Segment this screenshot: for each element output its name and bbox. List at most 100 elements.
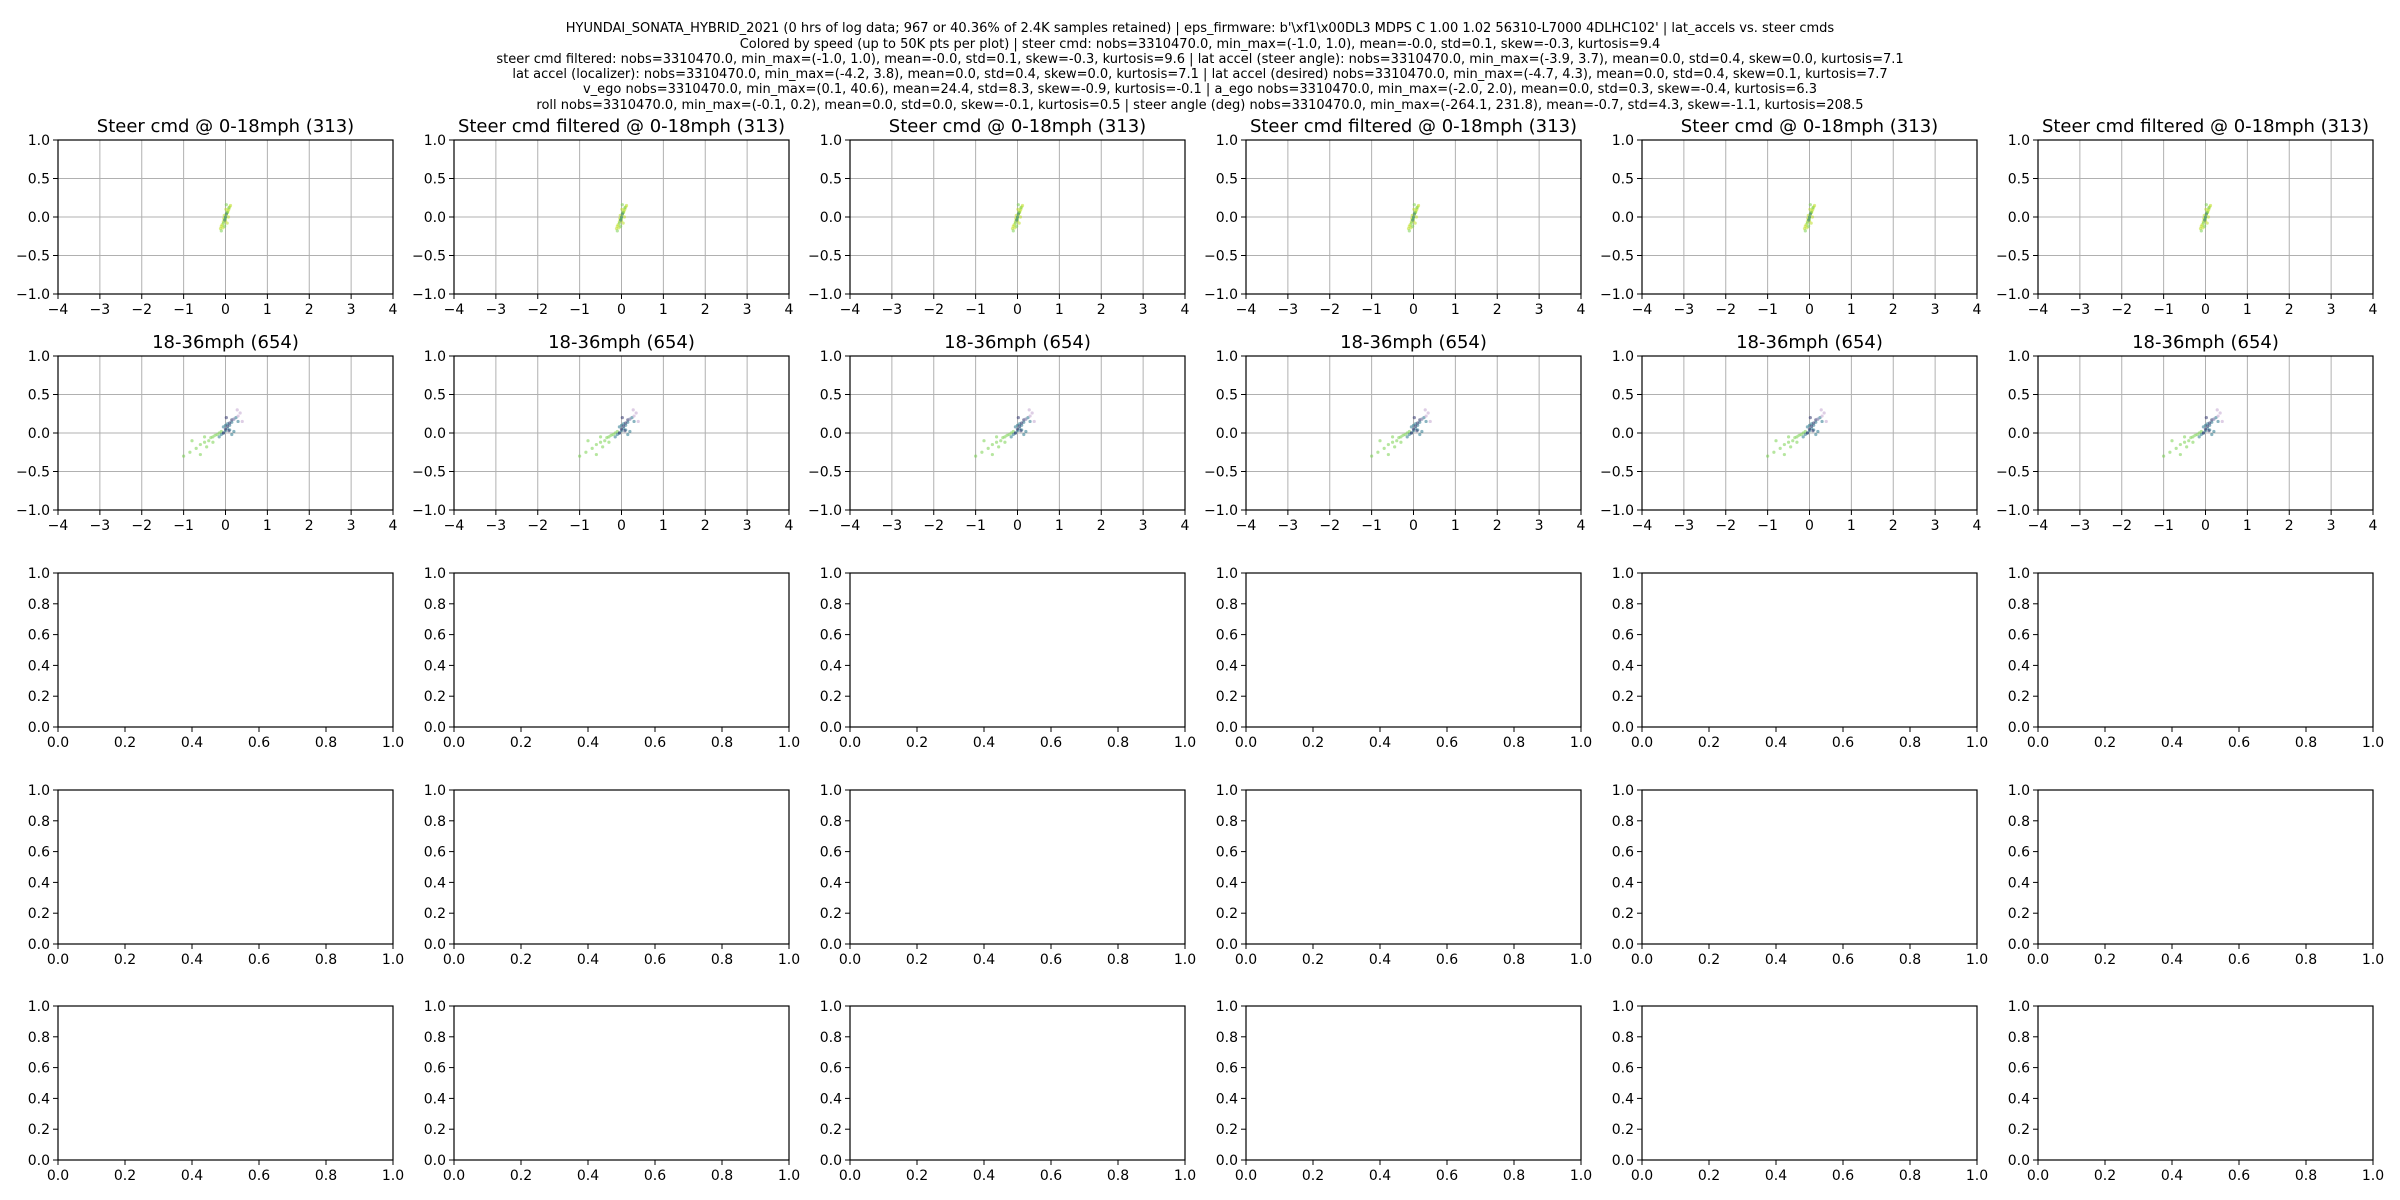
- scatter-point: [232, 429, 236, 434]
- x-tick-label: 3: [347, 518, 356, 534]
- x-tick-label: 4: [1181, 518, 1190, 534]
- scatter-point: [2187, 439, 2191, 443]
- scatter-point: [1824, 419, 1828, 424]
- y-tick-label: 1.0: [1216, 133, 1238, 149]
- y-tick-label: 0.5: [424, 388, 446, 404]
- y-tick-label: −1.0: [16, 287, 50, 303]
- scatter-point: [990, 442, 994, 447]
- scatter-point: [626, 432, 630, 437]
- y-tick-label: 0.6: [424, 845, 446, 861]
- scatter-point: [1414, 215, 1419, 219]
- y-tick-label: −1.0: [412, 287, 446, 303]
- scatter-point: [227, 206, 231, 210]
- scatter-point: [223, 218, 227, 222]
- y-tick-label: 0.2: [2008, 1122, 2030, 1138]
- scatter-point: [1808, 203, 1812, 207]
- y-tick-label: 0.2: [1216, 906, 1238, 922]
- scatter-point: [1411, 224, 1415, 228]
- axes-frame: [2037, 1005, 2374, 1161]
- suptitle-line: lat accel (localizer): nobs=3310470.0, m…: [512, 67, 1887, 82]
- y-tick-label: 0.2: [1216, 1122, 1238, 1138]
- x-tick-label: −2: [2111, 302, 2132, 318]
- x-tick-label: 0.2: [1698, 952, 1720, 968]
- x-tick-label: 0: [2201, 518, 2210, 534]
- y-tick-label: 0.4: [820, 658, 842, 674]
- x-tick-label: −4: [1236, 518, 1257, 534]
- y-tick-label: 0.5: [1612, 172, 1634, 188]
- x-tick-label: 3: [2327, 518, 2336, 534]
- y-tick-label: 1.0: [820, 566, 842, 582]
- y-tick-label: 0.8: [1216, 1030, 1238, 1046]
- scatter-point: [619, 427, 624, 431]
- axes-frame: [453, 1005, 790, 1161]
- scatter-point: [1013, 425, 1018, 429]
- y-tick-label: 1.0: [1612, 783, 1634, 799]
- x-tick-label: 0.4: [1369, 1168, 1391, 1184]
- scatter-point: [1811, 206, 1815, 210]
- subplot: 0.0 0.2 0.4 0.6 0.8 1.0 0.0 0.2 0.4 0.6 0.8 1.0: [1612, 999, 1988, 1184]
- x-tick-label: −3: [882, 518, 903, 534]
- x-tick-label: 1.0: [1966, 1168, 1988, 1184]
- x-tick-label: 1: [1451, 518, 1460, 534]
- x-tick-label: 1.0: [1174, 1168, 1196, 1184]
- scatter-point: [982, 439, 986, 443]
- y-tick-label: 0.0: [424, 426, 446, 442]
- y-tick-label: 0.4: [28, 875, 50, 891]
- y-tick-label: 0.4: [1216, 658, 1238, 674]
- y-tick-label: 0.8: [1612, 597, 1634, 613]
- scatter-point: [1024, 417, 1028, 421]
- x-tick-label: 0.8: [1899, 1168, 1921, 1184]
- y-tick-label: 0.4: [28, 658, 50, 674]
- x-tick-label: 3: [1139, 302, 1148, 318]
- scatter-point: [1418, 432, 1422, 437]
- scatter-point: [1786, 435, 1791, 439]
- scatter-point: [1390, 435, 1395, 439]
- y-tick-label: 0.5: [2008, 172, 2030, 188]
- x-tick-label: 0.0: [839, 952, 861, 968]
- x-tick-label: 0.2: [114, 1168, 136, 1184]
- scatter-point: [2204, 203, 2208, 207]
- y-tick-label: 0.6: [2008, 1061, 2030, 1077]
- x-tick-label: −1: [569, 518, 590, 534]
- x-tick-label: 0.2: [510, 735, 532, 751]
- axes-frame: [453, 789, 790, 945]
- x-tick-label: 0.0: [47, 1168, 69, 1184]
- scatter-point: [1015, 427, 1020, 431]
- scatter-point: [1772, 450, 1776, 454]
- y-tick-label: −0.5: [412, 249, 446, 265]
- y-tick-label: 1.0: [1216, 999, 1238, 1015]
- y-tick-label: 0.5: [424, 172, 446, 188]
- scatter-point: [198, 442, 202, 447]
- x-tick-label: 0.4: [1369, 735, 1391, 751]
- x-tick-label: −2: [1319, 518, 1340, 534]
- y-tick-label: 0.8: [28, 814, 50, 830]
- y-tick-label: 0.0: [820, 426, 842, 442]
- scatter-point: [1024, 429, 1028, 434]
- subplot: −4 −3 −2 −1 0 1 2 3 4 −1.0 −0.5 0.0 0.5 1.0 18-36mph (…: [16, 332, 398, 534]
- scatter-point: [223, 427, 228, 431]
- scatter-point: [224, 416, 228, 420]
- scatter-point: [2208, 203, 2213, 208]
- scatter-point: [1782, 452, 1786, 457]
- y-tick-label: 1.0: [820, 783, 842, 799]
- subplot: 0.0 0.2 0.4 0.6 0.8 1.0 0.0 0.2 0.4 0.6 0.8 1.0: [820, 566, 1196, 751]
- scatter-point: [598, 435, 603, 439]
- y-tick-label: −1.0: [1600, 287, 1634, 303]
- scatter-point: [1791, 439, 1795, 443]
- y-tick-label: 0.8: [28, 1030, 50, 1046]
- y-tick-label: 0.5: [820, 388, 842, 404]
- y-tick-label: 0.6: [820, 628, 842, 644]
- x-tick-label: −3: [486, 518, 507, 534]
- scatter-point: [217, 435, 221, 439]
- scatter-point: [228, 421, 232, 425]
- scatter-point: [2215, 408, 2219, 412]
- x-tick-label: 0.8: [1503, 1168, 1525, 1184]
- subplot: −4 −3 −2 −1 0 1 2 3 4 −1.0 −0.5 0.0 0.5 1.0 Steer cmd …: [16, 116, 398, 318]
- scatter-point: [601, 445, 605, 449]
- x-tick-label: 0.6: [1436, 952, 1458, 968]
- x-tick-label: 0.8: [1107, 952, 1129, 968]
- subplot: 0.0 0.2 0.4 0.6 0.8 1.0 0.0 0.2 0.4 0.6 0.8 1.0: [820, 783, 1196, 968]
- scatter-point: [1395, 439, 1399, 443]
- x-tick-label: 4: [389, 518, 398, 534]
- y-tick-label: 0.2: [424, 906, 446, 922]
